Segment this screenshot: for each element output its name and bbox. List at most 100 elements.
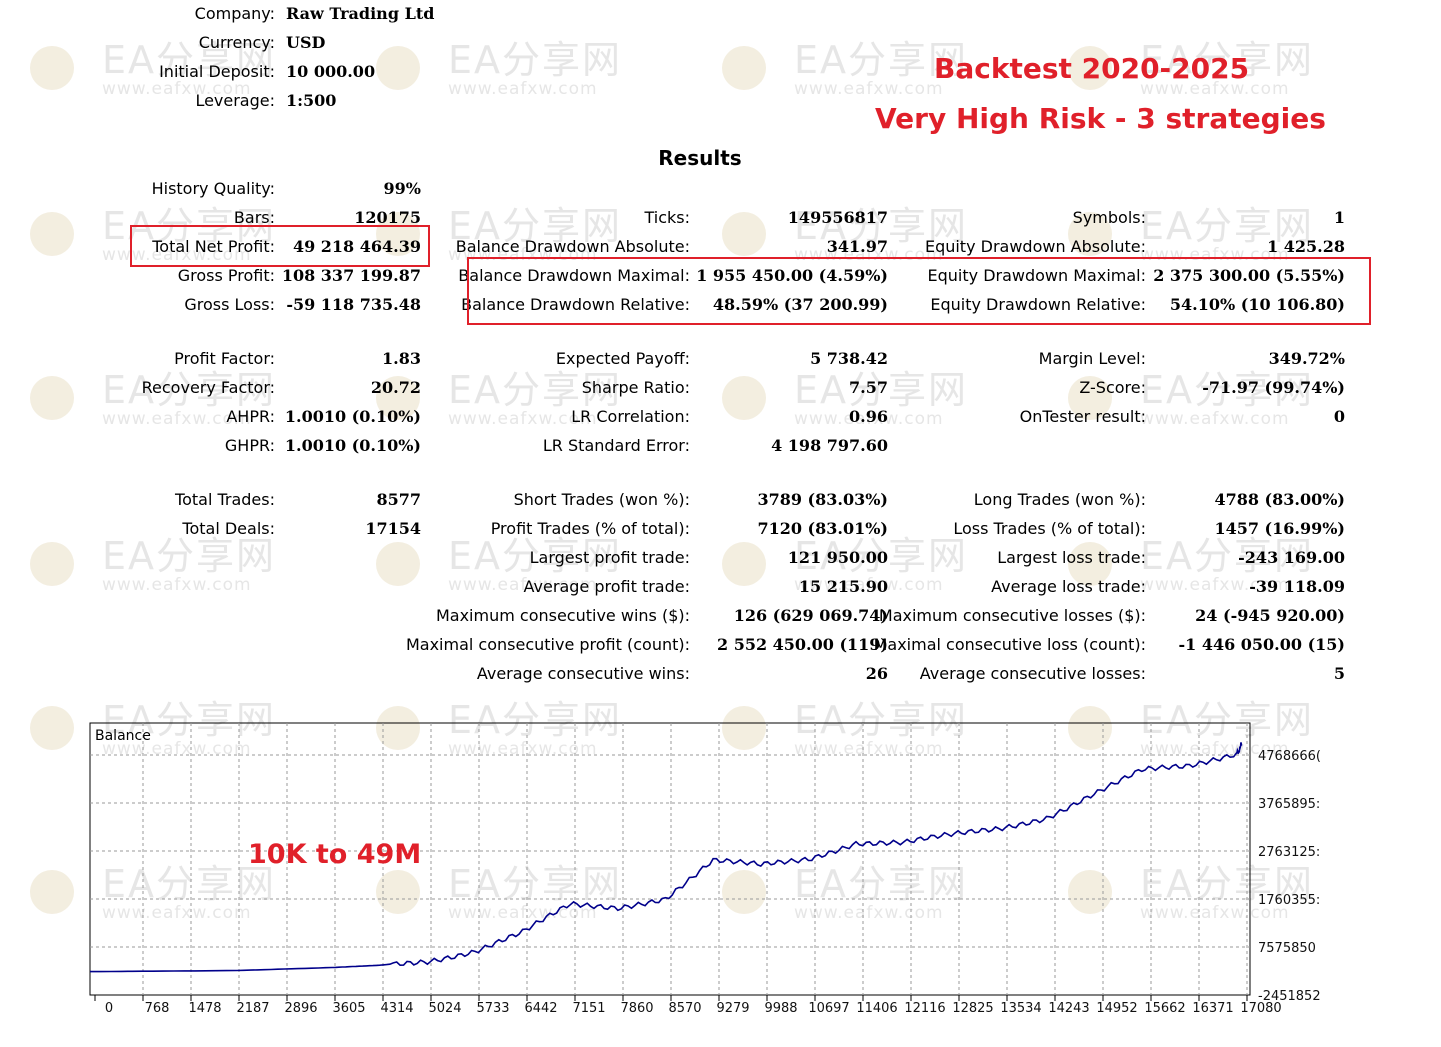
x-tick-label: 7860 bbox=[620, 1001, 653, 1016]
watermark-logo-icon bbox=[30, 542, 74, 586]
stat-label: LR Standard Error: bbox=[542, 436, 690, 455]
x-tick-label: 1478 bbox=[188, 1001, 221, 1016]
stat-label: Z-Score: bbox=[1079, 378, 1146, 397]
watermark-logo-icon bbox=[30, 376, 74, 420]
headline-subtitle: Very High Risk - 3 strategies bbox=[875, 102, 1326, 135]
stat-label: Recovery Factor: bbox=[141, 378, 275, 397]
stat-label: Bars: bbox=[233, 208, 275, 227]
stat-label: Total Net Profit: bbox=[152, 237, 275, 256]
stat-label: Profit Trades (% of total): bbox=[490, 519, 690, 538]
stat-value: -59 118 735.48 bbox=[286, 295, 421, 314]
stat-value: 1.0010 (0.10%) bbox=[284, 436, 421, 455]
headline-title: Backtest 2020-2025 bbox=[934, 52, 1250, 85]
watermark-logo-icon bbox=[722, 376, 766, 420]
stat-label: Average consecutive wins: bbox=[476, 664, 690, 683]
y-tick-label: 4768666( bbox=[1258, 749, 1321, 764]
x-tick-label: 768 bbox=[145, 1001, 170, 1016]
stat-label: Average profit trade: bbox=[523, 577, 690, 596]
stat-value: 0 bbox=[1333, 407, 1345, 426]
watermark-logo-icon bbox=[1068, 706, 1112, 750]
stat-value: 1.83 bbox=[382, 349, 421, 368]
stat-label: Short Trades (won %): bbox=[513, 490, 690, 509]
stat-value: -39 118.09 bbox=[1249, 577, 1345, 596]
stat-value: 8577 bbox=[376, 490, 421, 509]
stat-label: LR Correlation: bbox=[571, 407, 690, 426]
x-tick-label: 6442 bbox=[524, 1001, 557, 1016]
stat-label: GHPR: bbox=[224, 436, 275, 455]
watermark-logo-icon bbox=[722, 870, 766, 914]
stat-value: 3789 (83.03%) bbox=[757, 490, 888, 509]
stat-label: Long Trades (won %): bbox=[973, 490, 1146, 509]
watermark-logo-icon bbox=[1068, 46, 1112, 90]
x-tick-label: 9988 bbox=[764, 1001, 797, 1016]
chart-frame bbox=[89, 722, 1251, 996]
stat-label: Total Trades: bbox=[175, 490, 275, 509]
watermark-logo-icon bbox=[30, 46, 74, 90]
stat-label: Equity Drawdown Maximal: bbox=[927, 266, 1146, 285]
company-value: Raw Trading Ltd bbox=[286, 4, 435, 23]
stat-value: 1 bbox=[1333, 208, 1345, 227]
x-tick-label: 16371 bbox=[1192, 1001, 1233, 1016]
stat-value: 2 552 450.00 (119) bbox=[716, 635, 888, 654]
stat-value: -71.97 (99.74%) bbox=[1202, 378, 1345, 397]
stat-label: Margin Level: bbox=[1038, 349, 1146, 368]
stat-value: 341.97 bbox=[826, 237, 888, 256]
x-tick-label: 5024 bbox=[428, 1001, 461, 1016]
chart-legend-balance: Balance bbox=[95, 728, 151, 744]
watermark-logo-icon bbox=[722, 542, 766, 586]
stat-value: 108 337 199.87 bbox=[281, 266, 421, 285]
deposit-value: 10 000.00 bbox=[286, 62, 376, 81]
stat-label: Sharpe Ratio: bbox=[581, 378, 690, 397]
stat-label: Largest loss trade: bbox=[997, 548, 1146, 567]
x-tick-label: 15662 bbox=[1144, 1001, 1185, 1016]
stat-value: 121 950.00 bbox=[787, 548, 888, 567]
stat-label: Expected Payoff: bbox=[555, 349, 690, 368]
stat-label: Largest profit trade: bbox=[529, 548, 690, 567]
watermark-logo-icon bbox=[1068, 212, 1112, 256]
stat-label: Maximum consecutive losses ($): bbox=[878, 606, 1146, 625]
stat-value: 24 (-945 920.00) bbox=[1195, 606, 1345, 625]
watermark-logo-icon bbox=[376, 376, 420, 420]
leverage-label: Leverage: bbox=[195, 91, 275, 110]
stat-label: Total Deals: bbox=[182, 519, 275, 538]
stat-label: Average consecutive losses: bbox=[919, 664, 1146, 683]
leverage-value: 1:500 bbox=[286, 91, 337, 110]
stat-value: 54.10% (10 106.80) bbox=[1169, 295, 1345, 314]
watermark-logo-icon bbox=[376, 542, 420, 586]
stat-value: 99% bbox=[383, 179, 421, 198]
stat-value: 1 955 450.00 (4.59%) bbox=[696, 266, 888, 285]
stat-label: Profit Factor: bbox=[174, 349, 275, 368]
company-label: Company: bbox=[194, 4, 275, 23]
stat-value: 49 218 464.39 bbox=[292, 237, 421, 256]
stat-value: 48.59% (37 200.99) bbox=[712, 295, 888, 314]
stat-label: Gross Profit: bbox=[177, 266, 275, 285]
stat-label: OnTester result: bbox=[1019, 407, 1146, 426]
x-tick-label: 14243 bbox=[1048, 1001, 1089, 1016]
stat-label: History Quality: bbox=[151, 179, 275, 198]
stat-value: -1 446 050.00 (15) bbox=[1178, 635, 1345, 654]
stat-value: 2 375 300.00 (5.55%) bbox=[1153, 266, 1345, 285]
x-tick-label: 13534 bbox=[1000, 1001, 1041, 1016]
chart-annotation: 10K to 49M bbox=[248, 839, 421, 870]
stat-label: Balance Drawdown Relative: bbox=[461, 295, 690, 314]
stat-value: 15 215.90 bbox=[798, 577, 888, 596]
stat-value: 0.96 bbox=[849, 407, 888, 426]
x-tick-label: 9279 bbox=[716, 1001, 749, 1016]
watermark-logo-icon bbox=[30, 212, 74, 256]
stat-label: Average loss trade: bbox=[991, 577, 1146, 596]
highlight-drawdown bbox=[467, 257, 1371, 325]
stat-value: 126 (629 069.74) bbox=[733, 606, 888, 625]
x-tick-label: 7151 bbox=[572, 1001, 605, 1016]
stat-value: 149556817 bbox=[787, 208, 888, 227]
stat-label: Gross Loss: bbox=[184, 295, 275, 314]
watermark-logo-icon bbox=[722, 212, 766, 256]
deposit-label: Initial Deposit: bbox=[159, 62, 275, 81]
stat-label: Balance Drawdown Maximal: bbox=[458, 266, 690, 285]
watermark-logo-icon bbox=[1068, 542, 1112, 586]
watermark-logo-icon bbox=[722, 706, 766, 750]
x-tick-label: 2896 bbox=[284, 1001, 317, 1016]
highlight-net-profit bbox=[130, 225, 430, 267]
stat-value: 7.57 bbox=[849, 378, 888, 397]
stat-label: Maximum consecutive wins ($): bbox=[435, 606, 690, 625]
